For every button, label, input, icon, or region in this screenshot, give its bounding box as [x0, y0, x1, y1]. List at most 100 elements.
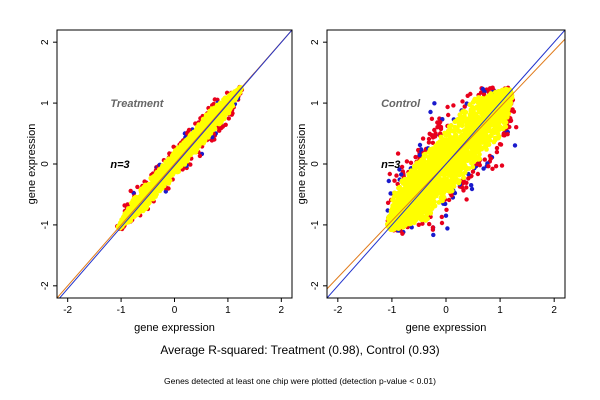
data-point: [216, 103, 221, 108]
data-point: [187, 133, 193, 139]
outlier-point: [469, 186, 475, 192]
outlier-point: [432, 134, 438, 139]
outlier-point: [488, 156, 493, 161]
outlier-point: [388, 191, 393, 196]
y-axis-label: gene expression: [26, 124, 38, 205]
outlier-point: [420, 221, 425, 226]
y-tick-label: 2: [310, 39, 321, 45]
outlier-point: [395, 151, 401, 156]
data-point: [440, 154, 446, 160]
data-point: [494, 127, 500, 133]
data-point: [456, 128, 462, 134]
data-point: [390, 206, 395, 212]
outlier-point: [193, 121, 198, 126]
data-point: [471, 152, 477, 158]
data-point: [417, 181, 423, 187]
data-point: [448, 127, 454, 133]
data-point: [503, 124, 509, 130]
data-point: [463, 144, 469, 150]
data-point: [196, 126, 202, 131]
data-point: [471, 123, 477, 129]
data-point: [410, 181, 415, 187]
x-tick-label: -2: [63, 305, 72, 316]
data-point: [458, 134, 463, 140]
data-point: [466, 128, 471, 134]
outlier-point: [128, 188, 133, 194]
x-tick-label: -1: [117, 305, 126, 316]
data-point: [171, 151, 176, 157]
y-tick-label: 1: [310, 100, 321, 106]
outlier-point: [386, 178, 391, 184]
outlier-point: [387, 171, 392, 177]
y-tick-label: -1: [310, 220, 321, 229]
data-point: [182, 162, 188, 167]
data-point: [415, 176, 420, 182]
data-point: [469, 160, 474, 166]
data-point: [437, 186, 443, 192]
data-point: [411, 168, 417, 174]
data-point: [498, 118, 503, 123]
data-point: [392, 199, 397, 205]
data-point: [412, 185, 418, 190]
fit-line-blue: [327, 30, 565, 298]
data-point: [221, 98, 227, 104]
data-point: [432, 203, 437, 209]
outlier-point: [420, 136, 426, 141]
y-tick-label: 0: [310, 161, 321, 167]
data-point: [138, 188, 144, 193]
data-point: [406, 204, 412, 210]
data-point: [456, 122, 462, 128]
data-point: [503, 109, 509, 114]
data-point: [506, 100, 511, 106]
data-point: [200, 136, 205, 142]
data-point: [145, 185, 150, 191]
data-point: [229, 101, 235, 107]
outlier-point: [219, 125, 224, 131]
data-point: [132, 205, 138, 211]
data-point: [441, 190, 446, 196]
data-point: [466, 122, 472, 128]
x-axis-label: gene expression: [134, 322, 215, 334]
data-point: [415, 189, 421, 195]
x-tick-label: 2: [551, 305, 557, 316]
count-label: n=3: [381, 159, 400, 171]
data-point: [421, 159, 427, 165]
data-point: [479, 130, 485, 136]
outlier-point: [428, 109, 433, 115]
data-point: [452, 136, 458, 141]
outlier-point: [494, 149, 500, 155]
outlier-point: [439, 220, 445, 226]
data-point: [489, 108, 494, 114]
data-point: [477, 156, 482, 162]
data-point: [431, 194, 437, 200]
data-point: [469, 145, 475, 151]
detection-note: Genes detected at least one chip were pl…: [164, 376, 436, 386]
data-point: [171, 169, 177, 175]
data-point: [492, 135, 498, 141]
outlier-point: [429, 116, 435, 122]
outlier-point: [385, 200, 391, 205]
data-point: [462, 170, 468, 175]
x-axis-label: gene expression: [406, 322, 487, 334]
data-point: [482, 144, 488, 150]
data-point: [420, 207, 426, 213]
outlier-point: [431, 232, 436, 238]
data-point: [119, 217, 125, 223]
data-point: [158, 171, 164, 177]
data-point: [430, 161, 436, 167]
data-point: [408, 218, 413, 224]
data-point: [425, 154, 431, 160]
outlier-point: [464, 185, 469, 190]
data-point: [485, 104, 491, 110]
data-point: [405, 215, 411, 220]
outlier-point: [444, 207, 449, 212]
data-point: [176, 162, 182, 168]
data-point: [452, 119, 458, 124]
outlier-point: [466, 176, 471, 181]
data-point: [469, 117, 475, 123]
outlier-point: [392, 178, 397, 183]
data-point: [195, 130, 201, 135]
outlier-point: [197, 153, 203, 159]
data-point: [450, 148, 456, 154]
data-point: [140, 208, 146, 214]
